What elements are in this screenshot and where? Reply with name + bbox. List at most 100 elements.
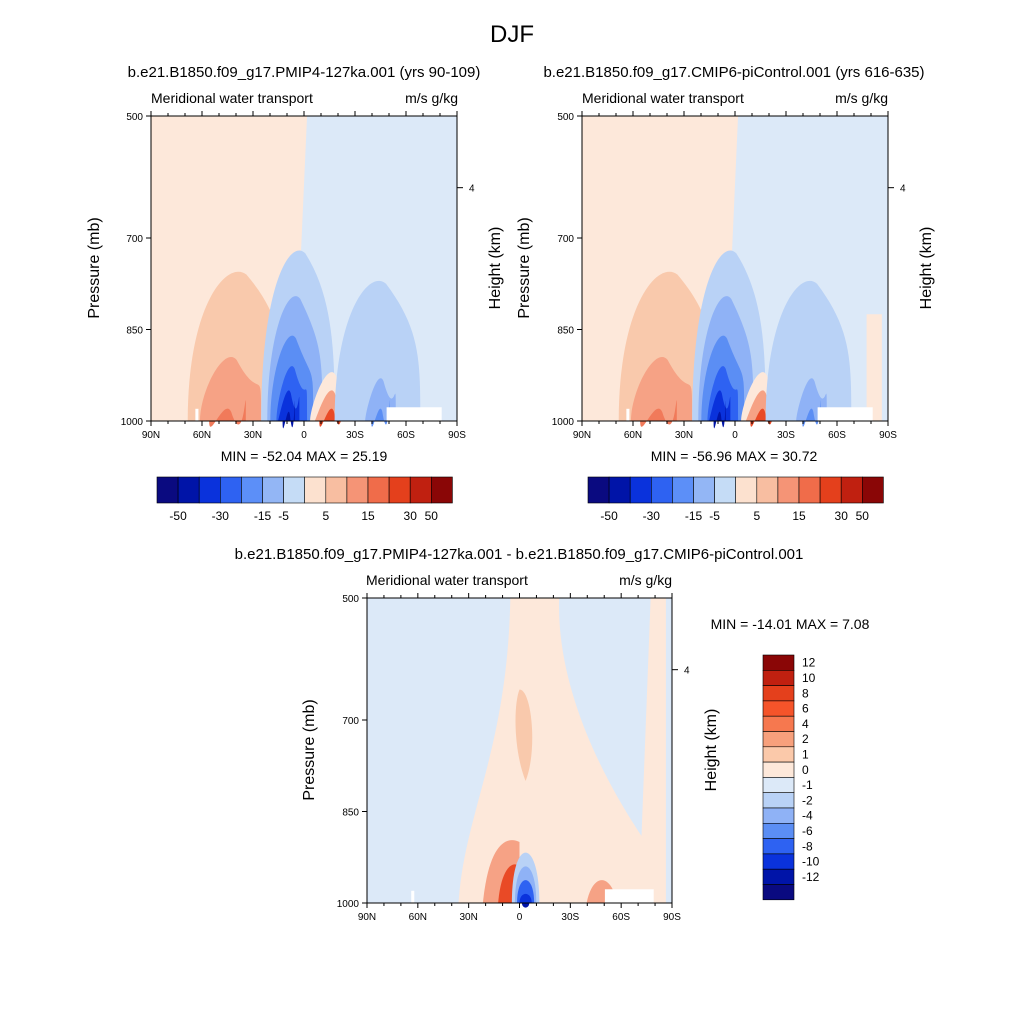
diff-positive-region [458,598,666,903]
colorbar-cell [762,761,795,778]
colorbar-label: 0 [802,763,809,777]
colorbar-cell [762,884,795,901]
colorbar-label: -8 [802,839,813,853]
panel-2-plot: 90N 60N 30N 0 30S 60S 90S 500 700 850 1000 4 [552,111,906,441]
colorbar-cell [693,476,715,504]
colorbar-label: -6 [802,824,813,838]
colorbar-cell [177,476,200,504]
y-tick-label: 1000 [121,417,144,428]
x-tick-label: 90S [879,430,897,441]
colorbar-label: -30 [212,509,230,523]
y-tick-label: 700 [342,716,359,727]
missing-data [411,890,415,903]
colorbar-cell [672,476,694,504]
panel2-units: m/s g/kg [835,90,888,106]
sh-negative-3 [371,400,390,427]
panel2-ylabel: Pressure (mb) [516,217,533,318]
colorbar-label: -1 [802,778,813,792]
missing-data [195,408,199,421]
panel-3-plot: 90N 60N 30N 0 30S 60S 90S 500 700 850 1000 4 [337,593,690,923]
x-tick-label: 60N [624,430,642,441]
y-tick-label: 850 [342,808,359,819]
diff-negative-5 [521,903,530,908]
colorbar-label: 50 [856,509,870,523]
colorbar-label: -12 [802,870,820,884]
colorbar-cell [304,476,327,504]
missing-data [604,889,654,903]
y-tick-label: 850 [557,326,574,337]
colorbar-label: -30 [643,509,661,523]
colorbar-label: 30 [404,509,418,523]
nh-positive-lobe-3 [209,400,246,427]
colorbar-label: 15 [361,509,375,523]
nh-positive-lobe-3 [640,400,677,427]
tropical-negative-5 [708,390,731,422]
sh-positive-3 [319,400,344,427]
panel1-ylabel-right: Height (km) [487,227,504,310]
x-tick-label: 30S [561,912,579,923]
colorbar-label: 1 [802,747,809,761]
x-tick-label: 90N [573,430,591,441]
colorbar-cell [156,476,179,504]
x-tick-label: 30S [777,430,795,441]
colorbar-cell [762,792,795,809]
y-tick-label: 500 [342,594,359,605]
colorbar-cell [629,476,652,504]
x-tick-label: 0 [301,430,307,441]
figure-title: DJF [490,21,534,48]
missing-data [817,407,873,421]
colorbar-cell [762,654,795,671]
nh-positive-lobe-2 [630,356,693,421]
panel3-left-title: Meridional water transport [366,572,528,588]
colorbar-cell [735,476,758,504]
x-tick-label: 30N [675,430,693,441]
sh-negative-3 [802,400,821,427]
colorbar-label: -15 [254,509,272,523]
sh-negative-1 [334,280,421,421]
x-tick-label: 30N [244,430,262,441]
colorbar-cell [762,731,795,748]
colorbar-cell [762,715,795,732]
colorbar-label: -50 [600,509,618,523]
colorbar-cell [762,700,795,717]
colorbar-cell [198,476,221,504]
y-tick-label: 850 [126,326,143,337]
y-right-tick-label: 4 [684,666,690,677]
diff-positive-core [515,689,533,781]
panel1-header: b.e21.B1850.f09_g17.PMIP4-127ka.001 (yrs… [128,64,481,81]
colorbar-cell [762,685,795,702]
colorbar-cell [762,807,795,824]
y-tick-label: 500 [557,112,574,123]
colorbar-label: -2 [802,793,813,807]
colorbar-cell [762,853,795,870]
panel-1-plot: 90N 60N 30N 0 30S 60S 90S 500 700 850 1000 4 [121,111,475,441]
colorbar-label: 6 [802,702,809,716]
x-tick-label: 60S [612,912,630,923]
x-tick-label: 60S [397,430,415,441]
colorbar-cell [714,476,736,504]
panel3-header: b.e21.B1850.f09_g17.PMIP4-127ka.001 - b.… [235,546,804,563]
colorbar-cell [762,777,795,794]
panel3-ylabel-right: Height (km) [703,709,720,792]
colorbar-cell [756,476,779,504]
colorbar-label: -5 [278,509,289,523]
colorbar-cell [762,822,795,839]
colorbar-label: 10 [802,671,816,685]
x-tick-label: 30N [459,912,477,923]
colorbar-cell [283,476,306,504]
diff-negative-4 [519,893,532,903]
y-tick-label: 1000 [337,899,360,910]
colorbar-label: 15 [792,509,806,523]
panel1-left-title: Meridional water transport [151,90,313,106]
x-tick-label: 0 [732,430,738,441]
colorbar-label: 30 [835,509,849,523]
panel1-minmax: MIN = -52.04 MAX = 25.19 [221,448,388,464]
colorbar-cell [777,476,800,504]
y-tick-label: 700 [557,234,574,245]
colorbar-label: -15 [685,509,703,523]
missing-data [386,407,442,421]
panel2-minmax: MIN = -56.96 MAX = 30.72 [651,448,818,464]
colorbar-label: 12 [802,656,816,670]
x-tick-label: 90S [448,430,466,441]
